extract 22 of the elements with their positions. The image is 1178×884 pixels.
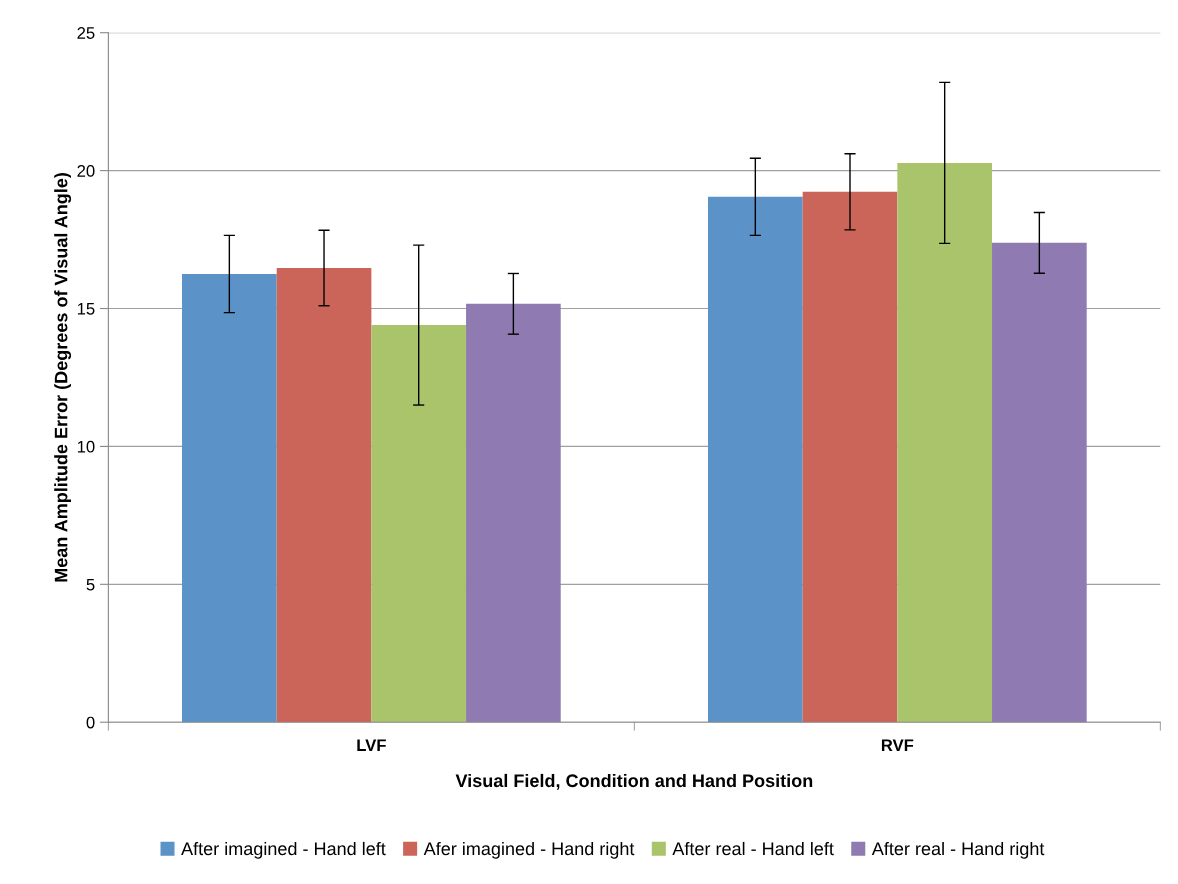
x-tick-label: RVF (881, 739, 914, 751)
x-tick-label: LVF (357, 739, 386, 751)
y-tick-label: 5 (86, 578, 95, 591)
bar (992, 242, 1087, 723)
bar (802, 191, 898, 723)
bar (707, 196, 803, 723)
legend-label: After imagined - Hand left (181, 841, 386, 859)
bar (182, 274, 277, 723)
y-axis-title: Mean Amplitude Error (Degrees of Visual Angle) (54, 173, 72, 582)
legend-label: Afer imagined - Hand right (423, 841, 635, 859)
bar (897, 162, 993, 723)
y-tick-label: 20 (77, 165, 95, 177)
y-tick-label: 15 (77, 303, 95, 315)
legend-label: After real - Hand right (871, 841, 1045, 859)
bar (276, 267, 372, 723)
x-axis-title: Visual Field, Condition and Hand Position (455, 773, 813, 790)
bar (466, 303, 561, 723)
legend-label: After real - Hand left (672, 841, 834, 856)
y-tick-label: 25 (77, 27, 95, 39)
bar (371, 325, 467, 723)
y-tick-label: 0 (86, 716, 95, 729)
y-tick-label: 10 (77, 440, 95, 453)
